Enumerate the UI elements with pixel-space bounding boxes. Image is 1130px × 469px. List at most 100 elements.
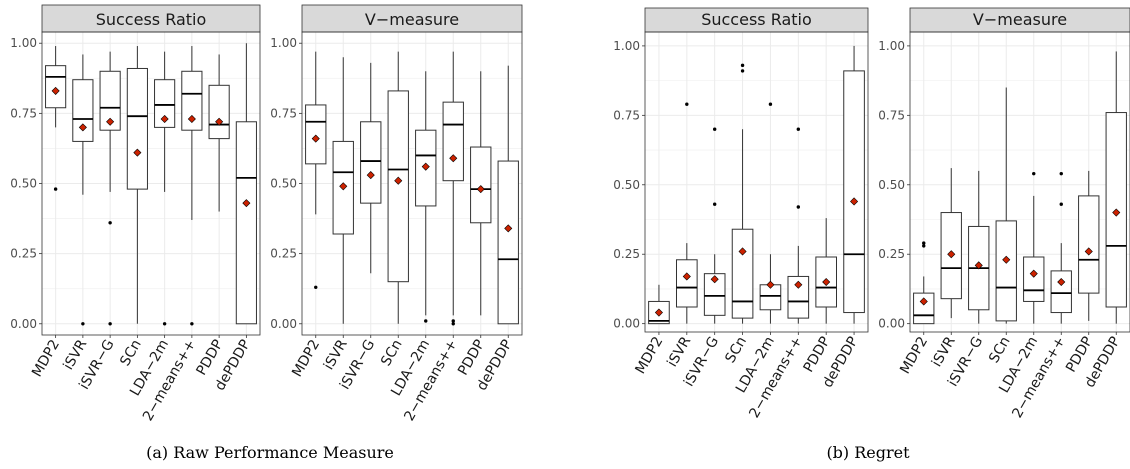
- mean-marker: [974, 261, 983, 270]
- y-tick-label: 0.00: [10, 317, 37, 331]
- box-iqr: [675, 259, 698, 308]
- mean-marker: [51, 86, 60, 95]
- box-1: [45, 46, 67, 191]
- mean-marker: [242, 199, 251, 208]
- box-5: [415, 71, 437, 323]
- box-iqr: [1078, 195, 1100, 294]
- outlier-point: [108, 322, 112, 326]
- box-3: [360, 62, 382, 274]
- panel-title: V−measure: [973, 10, 1067, 29]
- y-tick-label: 0.00: [613, 317, 640, 331]
- mean-marker: [1029, 269, 1038, 278]
- outlier-point: [108, 221, 112, 225]
- box-8: [497, 65, 519, 325]
- outlier-point: [162, 322, 167, 326]
- mean-marker: [133, 148, 142, 157]
- y-tick-label: 0.50: [270, 177, 297, 191]
- box-iqr: [470, 146, 492, 224]
- panel-title: Success Ratio: [701, 10, 812, 29]
- x-tick-label: SCn: [722, 334, 750, 366]
- box-iqr: [497, 160, 519, 325]
- mean-marker: [710, 275, 719, 284]
- box-7: [470, 71, 492, 316]
- box-5: [1023, 171, 1045, 324]
- caption-b: (b) Regret: [826, 443, 910, 462]
- mean-marker: [187, 114, 196, 123]
- mean-marker: [1084, 247, 1093, 256]
- box-iqr: [360, 121, 382, 204]
- outlier-point: [922, 241, 926, 245]
- box-iqr: [45, 65, 67, 109]
- outlier-point: [712, 202, 717, 206]
- box-8: [843, 45, 865, 324]
- box-iqr: [731, 228, 754, 319]
- y-tick-label: 0.75: [270, 106, 297, 120]
- box-7: [1078, 170, 1100, 321]
- box-iqr: [387, 90, 409, 283]
- outlier-point: [1059, 202, 1063, 206]
- box-4: [126, 46, 148, 324]
- mean-marker: [1112, 208, 1121, 217]
- x-tick-label: SCn: [378, 337, 406, 369]
- box-iqr: [305, 104, 327, 165]
- panel-title: V−measure: [365, 10, 459, 29]
- outlier-point: [451, 319, 455, 323]
- mean-marker: [919, 297, 928, 306]
- strip-background: [41, 4, 261, 33]
- y-tick-label: 0.25: [613, 247, 640, 261]
- y-tick-label: 0.25: [270, 247, 297, 261]
- mean-marker: [160, 114, 169, 123]
- y-tick-label: 0.50: [878, 178, 905, 192]
- panels: Success Ratio0.000.250.500.751.00MDP2iSV…: [10, 4, 1130, 424]
- box-3: [99, 51, 121, 326]
- mean-marker: [654, 308, 663, 317]
- outlier-point: [712, 127, 717, 131]
- outlier-point: [796, 127, 801, 131]
- mean-marker: [738, 247, 747, 256]
- outlier-point: [1059, 171, 1063, 176]
- outlier-point: [740, 69, 745, 73]
- box-iqr: [1050, 270, 1072, 314]
- panel-border: [644, 31, 869, 333]
- box-6: [787, 127, 810, 324]
- panel-4: V−measure0.000.250.500.751.00MDP2iSVRiSV…: [878, 7, 1130, 421]
- mean-marker: [394, 176, 403, 185]
- x-tick-label: SCn: [117, 337, 145, 369]
- y-tick-label: 1.00: [10, 36, 37, 50]
- outlier-point: [768, 102, 773, 106]
- outlier-point: [1032, 171, 1036, 176]
- mean-marker: [366, 171, 375, 180]
- box-8: [235, 43, 257, 325]
- mean-marker: [794, 280, 803, 289]
- box-iqr: [1023, 256, 1045, 302]
- box-6: [181, 46, 203, 326]
- mean-marker: [1057, 277, 1066, 287]
- mean-marker: [78, 123, 87, 132]
- outlier-point: [81, 322, 85, 326]
- box-8: [1105, 51, 1127, 324]
- mean-marker: [822, 277, 831, 287]
- box-4: [387, 51, 409, 324]
- y-tick-label: 0.50: [613, 178, 640, 192]
- box-3: [703, 127, 726, 324]
- panel-border: [909, 31, 1130, 333]
- y-tick-label: 0.75: [10, 106, 37, 120]
- mean-marker: [449, 154, 458, 163]
- box-iqr: [99, 70, 121, 131]
- box-2: [675, 102, 698, 324]
- x-tick-label: SCn: [986, 334, 1014, 366]
- box-iqr: [703, 273, 726, 316]
- outlier-point: [190, 322, 194, 326]
- box-2: [332, 57, 354, 324]
- box-iqr: [843, 70, 865, 314]
- y-tick-label: 1.00: [878, 39, 905, 53]
- box-7: [208, 54, 230, 212]
- box-1: [913, 241, 935, 325]
- box-2: [72, 54, 94, 326]
- panel-3: Success Ratio0.000.250.500.751.00MDP2iSV…: [613, 7, 869, 421]
- mean-marker: [106, 117, 115, 126]
- mean-marker: [947, 250, 956, 259]
- y-tick-label: 1.00: [613, 39, 640, 53]
- box-1: [648, 284, 670, 325]
